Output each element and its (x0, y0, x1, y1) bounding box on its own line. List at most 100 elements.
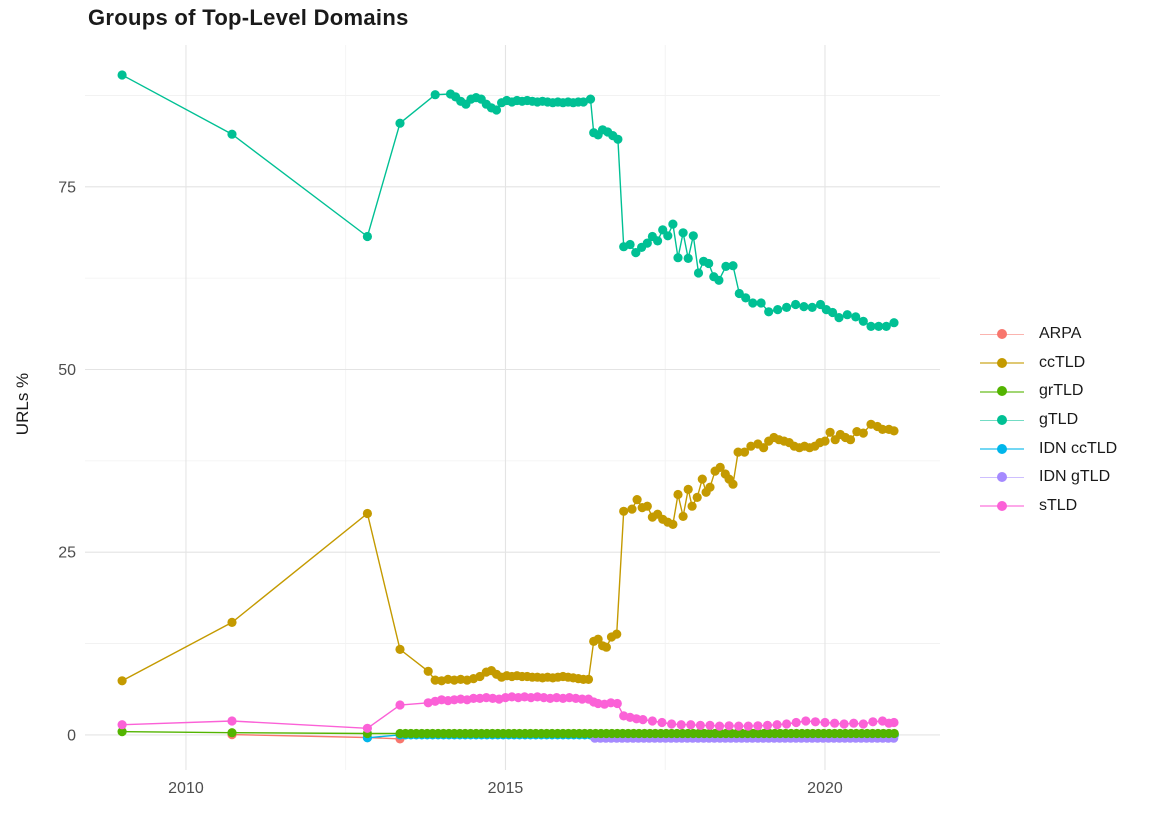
data-point-grtld (227, 728, 237, 738)
data-point-gtld (673, 253, 683, 263)
legend-item-grtld: grTLD (980, 377, 1117, 406)
data-point-cctld (697, 474, 707, 484)
data-point-stld (889, 717, 899, 728)
data-point-gtld (430, 90, 440, 100)
data-point-gtld (653, 236, 663, 246)
data-point-gtld (642, 238, 652, 248)
data-point-stld (667, 719, 677, 729)
data-point-stld (657, 717, 667, 728)
data-point-stld (117, 720, 127, 730)
data-point-stld (762, 720, 773, 731)
data-point-gtld (585, 94, 596, 104)
data-point-stld (395, 700, 405, 710)
data-point-cctld (642, 501, 652, 511)
data-point-stld (782, 719, 792, 729)
data-point-gtld (663, 231, 673, 241)
data-point-gtld (756, 298, 766, 308)
data-point-gtld (395, 118, 405, 128)
legend-label: IDN gTLD (1039, 468, 1111, 486)
data-point-cctld (668, 519, 678, 530)
data-point-stld (724, 721, 734, 731)
data-point-gtld (764, 307, 774, 317)
data-point-gtld (362, 231, 372, 242)
data-point-cctld (601, 642, 612, 652)
data-point-cctld (227, 617, 237, 628)
data-point-cctld (673, 489, 683, 500)
data-point-stld (638, 715, 648, 725)
data-point-gtld (828, 307, 838, 318)
data-point-cctld (728, 479, 738, 489)
data-point-cctld (845, 435, 856, 445)
data-point-cctld (820, 436, 830, 446)
data-point-stld (753, 721, 763, 731)
legend-item-gtld: gTLD (980, 406, 1117, 435)
legend-key-icon (980, 415, 1024, 426)
data-point-cctld (858, 428, 868, 438)
legend-key-icon (980, 357, 1024, 368)
data-point-gtld (117, 70, 127, 80)
data-point-cctld (739, 447, 750, 457)
data-point-cctld (705, 482, 715, 492)
data-point-stld (714, 721, 725, 731)
data-point-cctld (117, 676, 127, 686)
data-point-stld (423, 698, 433, 708)
data-point-stld (810, 717, 821, 727)
legend-label: gTLD (1039, 411, 1079, 429)
data-point-gtld (881, 321, 891, 331)
data-point-cctld (619, 506, 629, 516)
data-point-cctld (678, 511, 688, 521)
data-point-stld (830, 718, 840, 728)
data-point-stld (820, 717, 830, 728)
data-point-cctld (692, 492, 702, 502)
data-point-stld (695, 720, 706, 731)
data-point-cctld (759, 443, 769, 453)
legend-key-icon (980, 500, 1024, 511)
data-point-cctld (715, 462, 725, 472)
data-point-gtld (668, 219, 678, 229)
data-point-stld (743, 721, 753, 731)
data-point-gtld (858, 316, 868, 326)
data-point-gtld (693, 268, 704, 278)
data-point-stld (772, 720, 782, 730)
legend-item-cctld: ccTLD (980, 349, 1117, 378)
legend-label: grTLD (1039, 382, 1084, 400)
data-point-cctld (362, 508, 372, 519)
data-point-cctld (612, 629, 622, 639)
data-point-stld (227, 716, 237, 726)
y-axis-tick-label: 0 (67, 727, 76, 744)
data-point-cctld (889, 426, 899, 436)
data-point-cctld (683, 484, 693, 494)
data-point-cctld (733, 447, 743, 457)
chart-title: Groups of Top-Level Domains (88, 5, 409, 30)
data-point-stld (849, 718, 859, 728)
data-point-stld (868, 717, 878, 727)
data-point-cctld (593, 634, 603, 644)
data-point-gtld (782, 302, 792, 312)
data-point-gtld (625, 239, 635, 250)
data-point-grtld (117, 727, 127, 737)
data-point-gtld (773, 305, 783, 315)
y-axis-tick-label: 25 (58, 545, 76, 562)
data-point-stld (686, 720, 696, 730)
data-point-cctld (395, 644, 405, 655)
x-axis-tick-label: 2010 (168, 780, 204, 797)
legend-key-icon (980, 472, 1024, 483)
data-point-gtld (734, 288, 744, 299)
data-point-gtld (842, 310, 852, 320)
data-point-stld (839, 719, 849, 729)
data-point-stld (705, 720, 715, 731)
x-axis-tick-label: 2015 (488, 780, 524, 797)
data-point-cctld (583, 674, 594, 685)
legend-key-icon (980, 329, 1024, 340)
data-point-gtld (799, 302, 809, 312)
data-point-gtld (683, 253, 693, 263)
data-point-gtld (741, 293, 751, 303)
data-point-gtld (721, 261, 731, 271)
data-point-gtld (704, 258, 714, 269)
data-point-gtld (874, 321, 884, 331)
data-point-gtld (678, 228, 688, 238)
legend-label: sTLD (1039, 496, 1078, 514)
data-point-gtld (807, 302, 817, 312)
